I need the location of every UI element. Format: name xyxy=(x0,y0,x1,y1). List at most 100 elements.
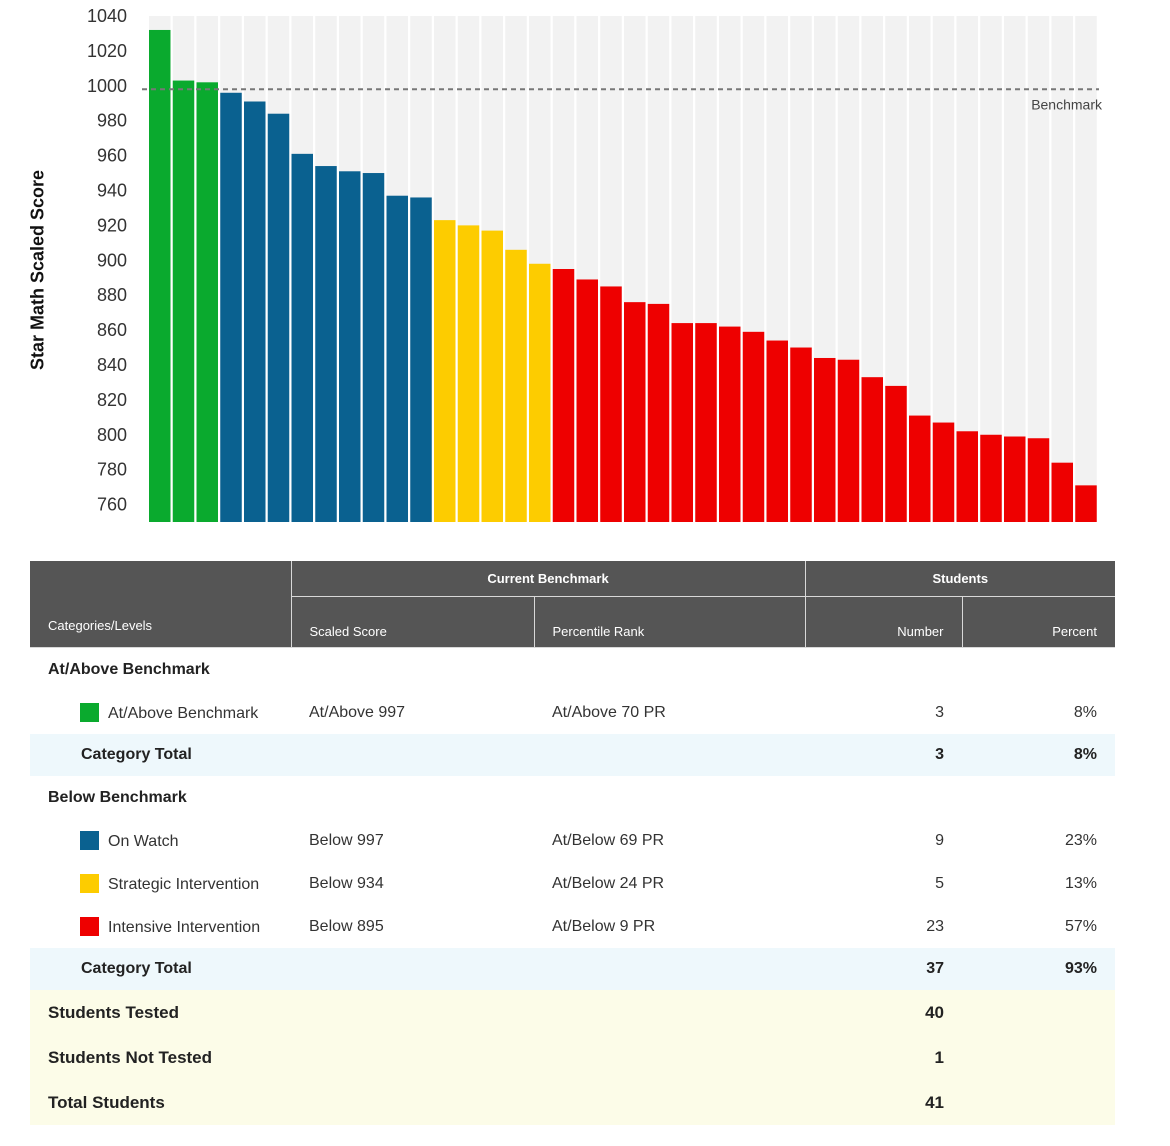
category-total-row: Category Total 3 8% xyxy=(30,734,1115,776)
total-number: 3 xyxy=(805,734,962,776)
y-tick-label: 920 xyxy=(97,215,127,235)
bar xyxy=(457,225,480,522)
bar xyxy=(1027,438,1050,522)
y-tick-label: 980 xyxy=(97,111,127,131)
header-scaled-score: Scaled Score xyxy=(291,596,535,648)
y-tick-label: 860 xyxy=(97,320,127,340)
y-tick-label: 1000 xyxy=(87,76,127,96)
percentile-rank-cell: At/Above 70 PR xyxy=(552,703,666,721)
total-percent: 93% xyxy=(962,948,1115,990)
bar xyxy=(172,80,195,522)
summary-number: 41 xyxy=(805,1080,962,1125)
y-tick-label: 840 xyxy=(97,355,127,375)
column-background xyxy=(1004,16,1026,522)
y-tick-label: 800 xyxy=(97,425,127,445)
summary-row-total: Total Students 41 xyxy=(30,1080,1115,1125)
bar xyxy=(1004,436,1026,522)
column-background xyxy=(1051,16,1073,522)
summary-label: Students Tested xyxy=(30,990,805,1035)
percent-cell: 8% xyxy=(1073,703,1097,721)
bar xyxy=(315,166,337,522)
bar xyxy=(647,303,670,522)
header-categories: Categories/Levels xyxy=(30,561,292,648)
bar xyxy=(695,323,717,522)
section-at-above: At/Above Benchmark xyxy=(30,648,1115,692)
summary-label: Students Not Tested xyxy=(30,1035,805,1080)
section-title: Below Benchmark xyxy=(48,788,187,806)
category-label: Strategic Intervention xyxy=(108,875,260,893)
bar xyxy=(885,385,907,522)
y-tick-label: 880 xyxy=(97,285,127,305)
summary-number: 1 xyxy=(805,1035,962,1080)
percentile-rank-cell: At/Below 24 PR xyxy=(552,874,665,892)
scaled-score-cell: Below 895 xyxy=(309,917,384,935)
section-below: Below Benchmark xyxy=(30,776,1115,819)
bar xyxy=(291,153,313,523)
y-tick-label: 1040 xyxy=(87,6,127,26)
bar xyxy=(529,263,551,522)
bar xyxy=(624,302,646,522)
bar xyxy=(196,82,218,522)
benchmark-table: Categories/Levels Current Benchmark Stud… xyxy=(30,561,1115,1125)
header-current-benchmark: Current Benchmark xyxy=(291,561,806,597)
percent-cell: 13% xyxy=(1064,874,1097,892)
number-cell: 9 xyxy=(935,831,944,849)
bar xyxy=(244,101,266,522)
bar xyxy=(956,431,978,522)
category-label: Intensive Intervention xyxy=(108,918,261,936)
header-students: Students xyxy=(805,561,1115,597)
bar xyxy=(220,92,242,523)
header-percent: Percent xyxy=(962,596,1115,648)
bar xyxy=(576,279,598,522)
bars xyxy=(149,29,1097,523)
category-cell: Intensive Intervention xyxy=(30,905,291,948)
benchmark-chart: Star Math Scaled Score 760 780 800 820 840 86… xyxy=(0,0,1170,540)
y-tick-label: 820 xyxy=(97,390,127,410)
bar xyxy=(386,195,408,523)
scaled-score-cell: Below 997 xyxy=(309,831,384,849)
bar xyxy=(410,197,432,522)
bar xyxy=(861,377,883,522)
percentile-rank-cell: At/Below 69 PR xyxy=(552,831,665,849)
y-tick-label: 760 xyxy=(97,495,127,515)
bar xyxy=(1051,462,1073,522)
table-row: At/Above Benchmark At/Above 997 At/Above… xyxy=(30,691,1115,734)
y-tick-label: 900 xyxy=(97,250,127,270)
number-cell: 3 xyxy=(935,703,944,721)
bar xyxy=(814,357,836,522)
section-title: At/Above Benchmark xyxy=(48,660,210,678)
number-cell: 5 xyxy=(935,874,944,892)
bar xyxy=(481,230,503,522)
chart-plot: 760 780 800 820 840 860 880 900 920 940 960 980 1000… xyxy=(87,6,1103,523)
on-watch-swatch xyxy=(80,830,99,850)
summary-number: 40 xyxy=(805,990,962,1035)
percentile-rank-cell: At/Below 9 PR xyxy=(552,917,656,935)
header-number: Number xyxy=(805,596,963,648)
category-cell: On Watch xyxy=(30,819,291,862)
y-tick-label: 780 xyxy=(97,460,127,480)
bar xyxy=(600,286,622,522)
column-background xyxy=(980,16,1002,522)
y-tick-label: 1020 xyxy=(87,41,127,61)
header-percentile-rank: Percentile Rank xyxy=(534,596,806,648)
bar xyxy=(671,323,693,522)
bar xyxy=(267,113,290,523)
category-cell: Strategic Intervention xyxy=(30,862,291,905)
bar xyxy=(339,171,361,522)
category-cell: At/Above Benchmark xyxy=(30,691,291,734)
intensive-swatch xyxy=(80,916,99,936)
benchmark-label: Benchmark xyxy=(1031,96,1103,112)
category-total-row: Category Total 37 93% xyxy=(30,948,1115,990)
column-background xyxy=(1075,16,1097,522)
column-backgrounds xyxy=(149,16,1097,522)
table-row: Strategic Intervention Below 934 At/Belo… xyxy=(30,862,1115,905)
summary-row-tested: Students Tested 40 xyxy=(30,990,1115,1035)
bar xyxy=(1075,485,1097,522)
column-background xyxy=(1027,16,1050,522)
number-cell: 23 xyxy=(926,917,944,935)
bar xyxy=(932,422,955,522)
bar xyxy=(149,29,171,523)
bar xyxy=(434,220,456,522)
summary-row-not-tested: Students Not Tested 1 xyxy=(30,1035,1115,1080)
column-background xyxy=(932,16,955,522)
